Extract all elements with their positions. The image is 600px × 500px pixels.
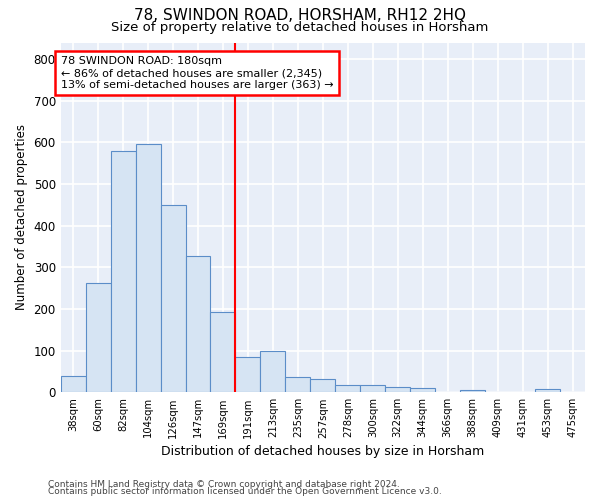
Bar (185, 256, 211, 392)
Bar (86, 283, 110, 393)
Bar (310, 379, 335, 392)
Text: Contains HM Land Registry data © Crown copyright and database right 2024.: Contains HM Land Registry data © Crown c… (48, 480, 400, 489)
Text: 78 SWINDON ROAD: 180sqm
← 86% of detached houses are smaller (2,345)
13% of semi: 78 SWINDON ROAD: 180sqm ← 86% of detache… (61, 56, 333, 90)
Bar (335, 385, 360, 392)
Bar (161, 205, 185, 392)
Bar (385, 387, 410, 392)
Bar (110, 151, 136, 392)
Bar (286, 377, 310, 392)
Text: Contains public sector information licensed under the Open Government Licence v3: Contains public sector information licen… (48, 487, 442, 496)
Bar (535, 389, 560, 392)
Bar (260, 350, 286, 393)
X-axis label: Distribution of detached houses by size in Horsham: Distribution of detached houses by size … (161, 444, 484, 458)
Text: Size of property relative to detached houses in Horsham: Size of property relative to detached ho… (112, 21, 488, 34)
Bar (235, 357, 260, 392)
Bar (410, 388, 435, 392)
Bar (360, 385, 385, 392)
Text: 78, SWINDON ROAD, HORSHAM, RH12 2HQ: 78, SWINDON ROAD, HORSHAM, RH12 2HQ (134, 8, 466, 22)
Bar (211, 312, 235, 392)
Bar (136, 144, 161, 392)
Y-axis label: Number of detached properties: Number of detached properties (15, 124, 28, 310)
Bar (61, 376, 86, 392)
Bar (460, 390, 485, 392)
